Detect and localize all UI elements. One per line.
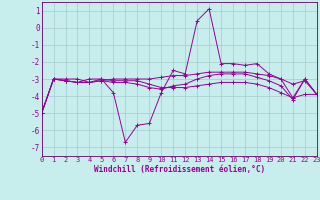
X-axis label: Windchill (Refroidissement éolien,°C): Windchill (Refroidissement éolien,°C): [94, 165, 265, 174]
